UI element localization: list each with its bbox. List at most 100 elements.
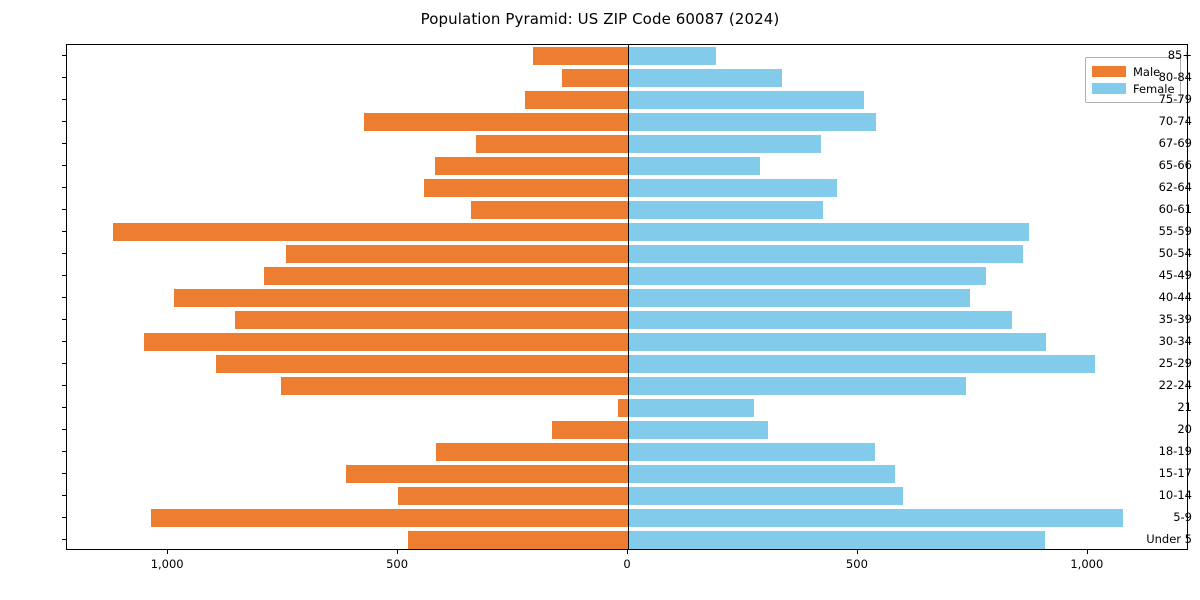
bar-female — [628, 399, 755, 417]
bar-male — [408, 531, 628, 549]
y-axis-tick-mark — [62, 451, 66, 452]
bar-female — [628, 47, 717, 65]
bar-row — [67, 465, 1187, 483]
bar-female — [628, 157, 761, 175]
y-axis-tick-label: 15-17 — [1158, 466, 1192, 480]
bar-male — [144, 333, 628, 351]
y-axis-tick-label: 55-59 — [1158, 224, 1192, 238]
bar-row — [67, 113, 1187, 131]
bar-female — [628, 377, 966, 395]
y-axis-tick-label: 40-44 — [1158, 290, 1192, 304]
y-axis-tick-mark — [62, 99, 66, 100]
bar-female — [628, 113, 876, 131]
bar-female — [628, 135, 822, 153]
bar-row — [67, 135, 1187, 153]
bar-male — [363, 113, 628, 131]
bar-male — [286, 245, 628, 263]
bar-male — [397, 487, 628, 505]
bar-row — [67, 267, 1187, 285]
bar-row — [67, 245, 1187, 263]
y-axis-tick-mark — [62, 187, 66, 188]
bar-row — [67, 377, 1187, 395]
y-axis-tick-mark — [62, 209, 66, 210]
y-axis-tick-label: 80-84 — [1158, 70, 1192, 84]
chart-title: Population Pyramid: US ZIP Code 60087 (2… — [420, 10, 780, 28]
bar-male — [436, 443, 628, 461]
y-axis-tick-mark — [62, 495, 66, 496]
bar-male — [476, 135, 628, 153]
bar-male — [234, 311, 628, 329]
bar-female — [628, 509, 1123, 527]
y-axis-tick-mark — [62, 517, 66, 518]
bar-row — [67, 333, 1187, 351]
bar-female — [628, 443, 876, 461]
bar-female — [628, 333, 1046, 351]
y-axis-tick-label: 65-66 — [1158, 158, 1192, 172]
bar-male — [424, 179, 628, 197]
y-axis-tick-label: 25-29 — [1158, 356, 1192, 370]
legend-color-swatch — [1092, 66, 1126, 77]
y-axis-tick-label: 67-69 — [1158, 136, 1192, 150]
bar-male — [617, 399, 628, 417]
y-axis-tick-label: 60-61 — [1158, 202, 1192, 216]
x-axis-tick-mark — [627, 550, 628, 554]
y-axis-tick-mark — [62, 341, 66, 342]
y-axis-tick-mark — [62, 429, 66, 430]
bar-female — [628, 179, 838, 197]
bar-row — [67, 399, 1187, 417]
bar-female — [628, 487, 903, 505]
y-axis-tick-label: 5-9 — [1173, 510, 1192, 524]
bar-row — [67, 47, 1187, 65]
bar-row — [67, 91, 1187, 109]
bar-female — [628, 267, 987, 285]
bar-row — [67, 69, 1187, 87]
y-axis-tick-label: 18-19 — [1158, 444, 1192, 458]
bar-row — [67, 531, 1187, 549]
bar-male — [434, 157, 628, 175]
y-axis-tick-label: Under 5 — [1146, 532, 1192, 546]
x-axis-tick-mark — [167, 550, 169, 554]
y-axis-tick-mark — [62, 55, 66, 56]
bar-row — [67, 355, 1187, 373]
chart-legend: Male Female — [1085, 57, 1181, 103]
y-axis-tick-label: 75-79 — [1158, 92, 1192, 106]
bar-female — [628, 69, 782, 87]
y-axis-tick-mark — [62, 319, 66, 320]
y-axis-tick-mark — [62, 165, 66, 166]
bar-male — [281, 377, 628, 395]
y-axis-tick-mark — [62, 121, 66, 122]
y-axis-tick-label: 45-49 — [1158, 268, 1192, 282]
y-axis-tick-label: 70-74 — [1158, 114, 1192, 128]
bar-male — [174, 289, 628, 307]
x-axis-tick-mark — [1086, 550, 1088, 554]
y-axis-tick-mark — [62, 385, 66, 386]
y-axis-tick-label: 35-39 — [1158, 312, 1192, 326]
y-axis-tick-label: 20 — [1177, 422, 1192, 436]
y-axis-tick-mark — [62, 473, 66, 474]
x-axis-tick-label: 1,000 — [150, 557, 184, 571]
x-axis-tick-label: 500 — [386, 557, 409, 571]
bar-row — [67, 179, 1187, 197]
x-axis-tick-mark — [397, 550, 399, 554]
bar-row — [67, 421, 1187, 439]
y-axis-tick-mark — [62, 275, 66, 276]
zero-axis-line — [628, 45, 629, 549]
y-axis-tick-mark — [62, 297, 66, 298]
bar-male — [215, 355, 628, 373]
legend-entry: Female — [1092, 80, 1175, 97]
y-axis-tick-label: 21 — [1177, 400, 1192, 414]
bar-male — [150, 509, 628, 527]
bar-female — [628, 245, 1024, 263]
bar-female — [628, 465, 896, 483]
y-axis-tick-label: 50-54 — [1158, 246, 1192, 260]
legend-label: Male — [1133, 64, 1161, 79]
bar-male — [533, 47, 628, 65]
bar-male — [524, 91, 628, 109]
legend-entry: Male — [1092, 63, 1174, 80]
x-axis-tick-label: 0 — [623, 557, 631, 571]
y-axis-tick-mark — [62, 143, 66, 144]
y-axis-tick-label: 85+ — [1167, 48, 1192, 62]
y-axis-tick-mark — [62, 539, 66, 540]
y-axis-tick-label: 22-24 — [1158, 378, 1192, 392]
bar-female — [628, 355, 1095, 373]
